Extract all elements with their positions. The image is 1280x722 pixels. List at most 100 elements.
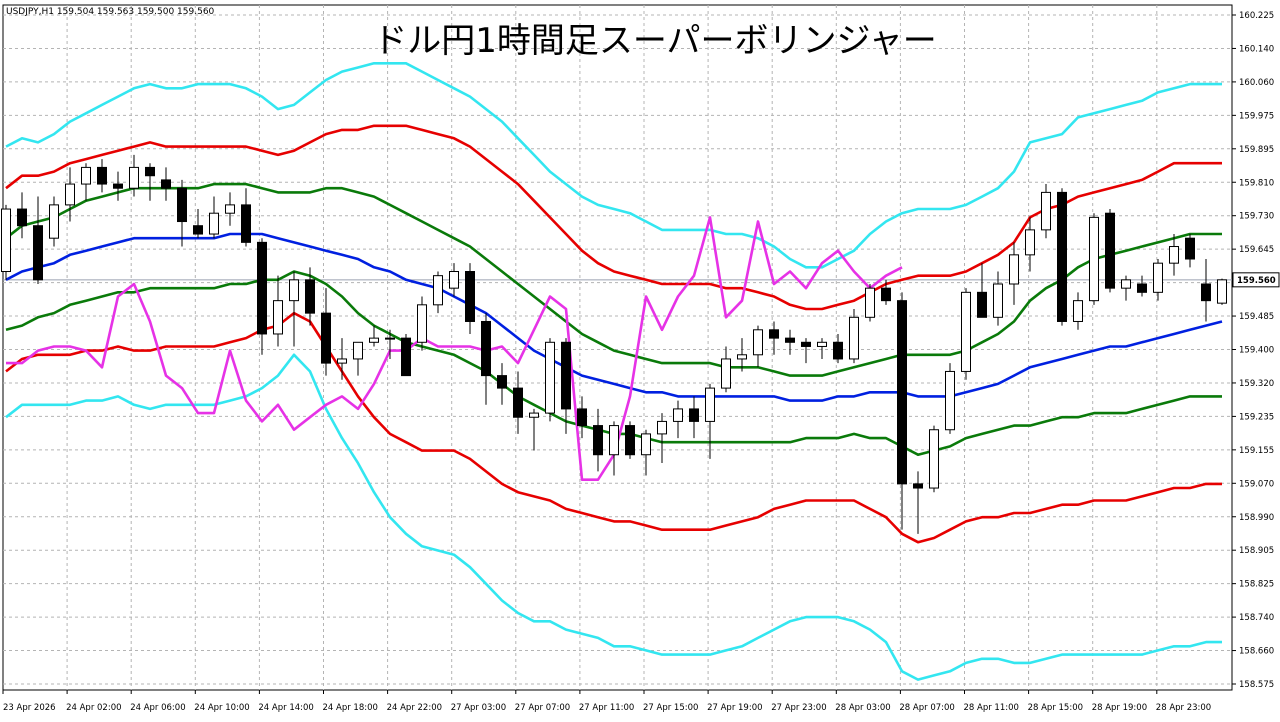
candle-body bbox=[1201, 283, 1211, 302]
x-tick-label: 27 Apr 03:00 bbox=[451, 703, 506, 713]
candle-body bbox=[545, 341, 555, 414]
y-tick-label: 158.990 bbox=[1239, 513, 1274, 523]
current-price-label: 159.560 bbox=[1237, 276, 1276, 286]
candle-body bbox=[209, 212, 219, 235]
x-tick-label: 28 Apr 23:00 bbox=[1156, 703, 1211, 713]
candle-body bbox=[753, 329, 763, 356]
candle-body bbox=[417, 304, 427, 343]
candle-body bbox=[289, 279, 299, 302]
candle-body bbox=[977, 291, 987, 318]
candle-body bbox=[401, 337, 411, 377]
series-band_middle bbox=[5, 124, 1222, 311]
candle-body bbox=[241, 204, 251, 243]
candle-body bbox=[561, 341, 571, 410]
series-center_line bbox=[5, 232, 1223, 402]
candle-body bbox=[369, 337, 379, 343]
series-band_middle bbox=[5, 311, 1222, 544]
x-tick-label: 28 Apr 19:00 bbox=[1092, 703, 1147, 713]
x-tick-label: 28 Apr 15:00 bbox=[1028, 703, 1083, 713]
candle-body bbox=[1185, 237, 1195, 260]
candle-body bbox=[721, 358, 731, 389]
x-tick-label: 24 Apr 10:00 bbox=[194, 703, 249, 713]
candle-body bbox=[449, 271, 459, 289]
candle-body bbox=[33, 225, 43, 281]
candle-body bbox=[433, 275, 443, 306]
candle-body bbox=[945, 370, 955, 431]
candle-body bbox=[1169, 246, 1179, 264]
candle-body bbox=[17, 208, 27, 227]
candle-body bbox=[1121, 279, 1131, 289]
candle-body bbox=[1025, 229, 1035, 256]
candle-body bbox=[817, 341, 827, 347]
x-tick-label: 28 Apr 03:00 bbox=[835, 703, 890, 713]
candle-body bbox=[865, 287, 875, 318]
candle-body bbox=[625, 425, 635, 456]
candle-body bbox=[1217, 279, 1227, 304]
x-tick-label: 24 Apr 22:00 bbox=[387, 703, 442, 713]
y-tick-label: 158.660 bbox=[1239, 647, 1274, 657]
chart-title: ドル円1時間足スーパーボリンジャー bbox=[373, 21, 937, 61]
candle-body bbox=[497, 375, 507, 389]
candle-body bbox=[929, 429, 939, 489]
candle-body bbox=[833, 341, 843, 360]
candle-body bbox=[177, 187, 187, 223]
candle-body bbox=[881, 287, 891, 302]
y-tick-label: 159.070 bbox=[1239, 479, 1274, 489]
y-tick-label: 159.400 bbox=[1239, 346, 1274, 356]
candle-body bbox=[513, 387, 523, 418]
x-tick-label: 24 Apr 06:00 bbox=[130, 703, 185, 713]
candle-body bbox=[689, 408, 699, 422]
candle-body bbox=[1105, 212, 1115, 289]
y-tick-label: 158.905 bbox=[1239, 546, 1274, 556]
candle-body bbox=[1041, 191, 1051, 231]
candle-body bbox=[145, 166, 155, 177]
candle-body bbox=[81, 166, 91, 185]
x-tick-label: 24 Apr 14:00 bbox=[258, 703, 313, 713]
candle-body bbox=[337, 358, 347, 364]
x-tick-label: 28 Apr 11:00 bbox=[964, 703, 1019, 713]
candle-body bbox=[961, 291, 971, 372]
y-tick-label: 159.975 bbox=[1239, 111, 1274, 121]
candle-body bbox=[1057, 191, 1067, 322]
candle-body bbox=[65, 183, 75, 206]
candle-body bbox=[465, 271, 475, 322]
candle-body bbox=[897, 300, 907, 485]
y-tick-label: 158.740 bbox=[1239, 613, 1274, 623]
candle-body bbox=[801, 341, 811, 347]
candle-body bbox=[641, 433, 651, 456]
candle-body bbox=[913, 483, 923, 489]
candle-body bbox=[321, 312, 331, 364]
bollinger-bands bbox=[5, 61, 1223, 681]
y-tick-label: 159.645 bbox=[1239, 245, 1274, 255]
symbol-info: USDJPY,H1 159.504 159.563 159.500 159.56… bbox=[6, 7, 215, 17]
candle-body bbox=[1073, 300, 1083, 322]
x-tick-label: 27 Apr 23:00 bbox=[771, 703, 826, 713]
y-tick-label: 158.825 bbox=[1239, 580, 1274, 590]
y-tick-label: 160.060 bbox=[1239, 78, 1274, 88]
x-tick-label: 24 Apr 02:00 bbox=[66, 703, 121, 713]
candle-body bbox=[577, 408, 587, 427]
y-tick-label: 159.895 bbox=[1239, 145, 1274, 155]
candle-body bbox=[785, 337, 795, 343]
y-tick-label: 160.140 bbox=[1239, 44, 1274, 54]
y-tick-label: 160.225 bbox=[1239, 11, 1274, 21]
y-tick-label: 159.730 bbox=[1239, 212, 1274, 222]
y-tick-label: 159.235 bbox=[1239, 412, 1274, 422]
candle-body bbox=[129, 166, 139, 189]
x-tick-label: 23 Apr 2026 bbox=[3, 703, 56, 713]
y-tick-label: 159.320 bbox=[1239, 379, 1274, 389]
candle-body bbox=[97, 166, 107, 185]
series-band_outer bbox=[5, 61, 1222, 269]
candle-body bbox=[705, 387, 715, 422]
y-tick-label: 158.575 bbox=[1239, 680, 1274, 690]
candle-body bbox=[593, 425, 603, 456]
current-price-box bbox=[1232, 272, 1280, 288]
candle-body bbox=[161, 179, 171, 189]
candle-body bbox=[193, 225, 203, 235]
series-lagging_span bbox=[6, 216, 903, 482]
candle-body bbox=[529, 412, 539, 418]
x-tick-label: 27 Apr 11:00 bbox=[579, 703, 634, 713]
axes: 160.225 160.140 160.060 159.975 159.895 159.8… bbox=[2, 11, 1280, 713]
